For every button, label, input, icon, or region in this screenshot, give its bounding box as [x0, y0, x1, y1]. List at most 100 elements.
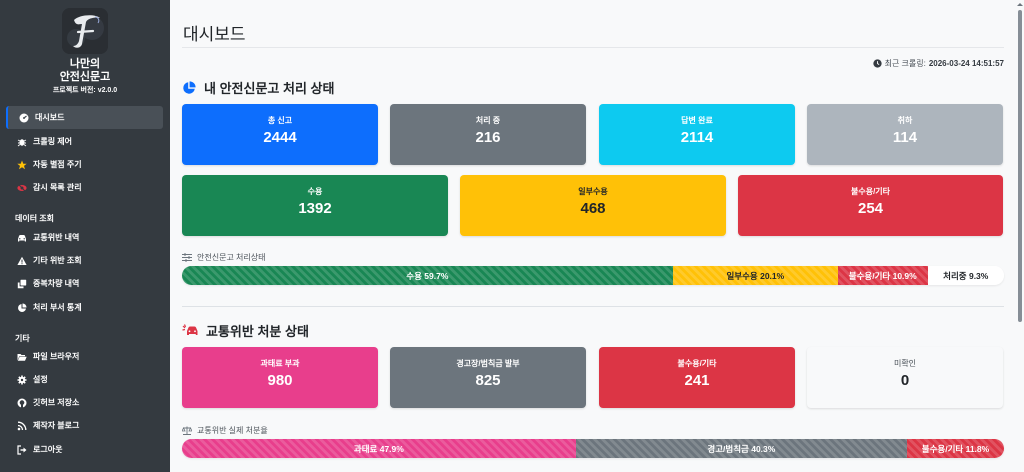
- report-status-heading: 내 안전신문고 처리 상태: [182, 78, 334, 97]
- sidebar-item-label: 중복차량 내역: [33, 279, 80, 288]
- section-title: 교통위반 처분 상태: [206, 324, 309, 339]
- card-value: 1392: [298, 200, 332, 217]
- bar-segment-accepted: 수용 59.7%: [182, 266, 673, 285]
- sidebar-item-label: 대시보드: [35, 113, 65, 122]
- card-value: 0: [900, 372, 910, 389]
- card-fine-imposed: 과태료 부과 980: [182, 347, 378, 408]
- traffic-status-bar-label: 교통위반 실제 처분율: [182, 425, 268, 436]
- sidebar-item-label: 크롤링 제어: [33, 137, 73, 146]
- card-value: 216: [475, 129, 501, 146]
- traffic-status-heading: 교통위반 처분 상태: [182, 321, 309, 340]
- sidebar-item-label: 처리 부서 통계: [33, 303, 82, 312]
- clock-icon: [872, 59, 882, 68]
- report-status-progress-bar: 수용 59.7% 일부수용 20.1% 불수용/기타 10.9% 처리중 9.3…: [182, 266, 1004, 285]
- bar-label-text: 교통위반 실제 처분율: [197, 426, 268, 435]
- pie-chart-icon: [17, 303, 27, 313]
- card-total-reports: 총 신고 2444: [182, 104, 378, 165]
- card-warning-penalty: 경고장/범칙금 발부 825: [390, 347, 586, 408]
- bar-label-text: 안전신문고 처리상태: [197, 253, 266, 262]
- bar-segment-in-progress: 처리중 9.3%: [927, 266, 1004, 285]
- sidebar-item-department-stats[interactable]: 처리 부서 통계: [6, 296, 163, 319]
- logout-icon: [17, 444, 27, 455]
- card-answered: 답변 완료 2114: [599, 104, 795, 165]
- card-label: 취하: [897, 116, 913, 125]
- card-in-progress: 처리 중 216: [390, 104, 586, 165]
- car-icon: [17, 233, 27, 243]
- card-label: 답변 완료: [681, 116, 713, 125]
- card-accepted: 수용 1392: [182, 175, 448, 236]
- sidebar-section-etc: 기타: [15, 334, 30, 343]
- card-partially-accepted: 일부수용 468: [460, 175, 726, 236]
- bar-segment-warning-penalty: 경고/범칙금 40.3%: [575, 439, 907, 458]
- bar-segment-rejected: 불수용/기타 11.8%: [907, 439, 1004, 458]
- eye-slash-icon: [17, 183, 27, 193]
- sidebar-item-label: 깃허브 저장소: [33, 398, 80, 407]
- project-version: 프로젝트 버전: v2.0.0: [52, 87, 118, 94]
- warning-triangle-icon: [17, 256, 27, 266]
- sidebar-item-duplicate-vehicles[interactable]: 중복차량 내역: [6, 272, 163, 295]
- main-content: 대시보드 최근 크롤링: 2026-03-24 14:51:57 내 안전신문고…: [170, 0, 1015, 472]
- sidebar-item-auto-rating[interactable]: 자동 별점 주기: [6, 153, 163, 176]
- last-crawl-label: 최근 크롤링:: [884, 59, 926, 68]
- sidebar-item-label: 기타 위반 조회: [33, 256, 82, 265]
- card-label: 미확인: [893, 359, 917, 368]
- clone-icon: [17, 279, 27, 289]
- card-value: 468: [580, 200, 606, 217]
- sidebar-item-logout[interactable]: 로그아웃: [6, 438, 163, 461]
- app-name-line2: 안전신문고: [59, 71, 111, 83]
- card-value: 114: [892, 129, 918, 146]
- card-label: 총 신고: [267, 116, 293, 125]
- app-name-line1: 나만의: [69, 58, 101, 70]
- card-unconfirmed: 미확인 0: [807, 347, 1003, 408]
- logo-f-icon: [62, 8, 108, 54]
- sidebar-item-settings[interactable]: 설정: [6, 368, 163, 391]
- sidebar-item-other-violations[interactable]: 기타 위반 조회: [6, 249, 163, 272]
- page-title: 대시보드: [183, 25, 246, 44]
- bar-segment-fine: 과태료 47.9%: [182, 439, 576, 458]
- sidebar-item-label: 교통위반 내역: [33, 233, 80, 242]
- sliders-icon: [182, 253, 192, 262]
- scroll-up-arrow-icon[interactable]: [1017, 3, 1023, 6]
- card-label: 일부수용: [578, 187, 608, 196]
- sidebar-item-label: 설정: [33, 375, 48, 384]
- section-divider: [182, 306, 1004, 307]
- card-label: 불수용/기타: [677, 359, 717, 368]
- sidebar-item-label: 로그아웃: [33, 445, 63, 454]
- github-icon: [17, 398, 27, 408]
- scrollbar-thumb[interactable]: [1018, 10, 1022, 322]
- last-crawl-time: 2026-03-24 14:51:57: [928, 59, 1004, 68]
- card-value: 825: [475, 372, 501, 389]
- folder-open-icon: [17, 352, 27, 362]
- card-label: 불수용/기타: [850, 187, 891, 196]
- sidebar-section-data: 데이터 조회: [15, 214, 55, 223]
- section-title: 내 안전신문고 처리 상태: [204, 81, 335, 96]
- card-value: 2114: [680, 129, 714, 146]
- sidebar-item-label: 제작자 블로그: [33, 421, 80, 430]
- main-scrollbar[interactable]: [1015, 0, 1024, 472]
- card-label: 경고장/범칙금 발부: [456, 359, 520, 368]
- app-logo: [62, 8, 108, 54]
- bug-icon: [17, 137, 27, 147]
- report-status-bar-label: 안전신문고 처리상태: [182, 252, 265, 263]
- scale-balance-icon: [182, 426, 192, 435]
- sidebar-item-crawling-control[interactable]: 크롤링 제어: [6, 130, 163, 153]
- sidebar-item-github[interactable]: 깃허브 저장소: [6, 391, 163, 414]
- sidebar-item-file-browser[interactable]: 파일 브라우저: [6, 345, 163, 368]
- card-label: 과태료 부과: [260, 359, 300, 368]
- card-value: 980: [267, 372, 293, 389]
- card-value: 254: [857, 200, 884, 217]
- card-label: 수용: [307, 187, 323, 196]
- pie-chart-icon: [183, 80, 196, 94]
- gear-icon: [17, 375, 27, 385]
- sidebar: 나만의 안전신문고 프로젝트 버전: v2.0.0 대시보드 크롤링 제어 자동…: [0, 0, 170, 472]
- sidebar-item-author-blog[interactable]: 제작자 블로그: [6, 414, 163, 437]
- sidebar-item-dashboard[interactable]: 대시보드: [6, 106, 163, 129]
- dashboard-gauge-icon: [19, 113, 29, 123]
- sidebar-item-label: 자동 별점 주기: [33, 160, 82, 169]
- sidebar-item-traffic-violations[interactable]: 교통위반 내역: [6, 226, 163, 249]
- card-withdrawn: 취하 114: [807, 104, 1003, 165]
- sidebar-item-watchlist[interactable]: 감시 목록 관리: [6, 176, 163, 199]
- card-rejected: 불수용/기타 254: [738, 175, 1003, 236]
- bar-segment-rejected: 불수용/기타 10.9%: [837, 266, 928, 285]
- card-value: 2444: [263, 129, 297, 146]
